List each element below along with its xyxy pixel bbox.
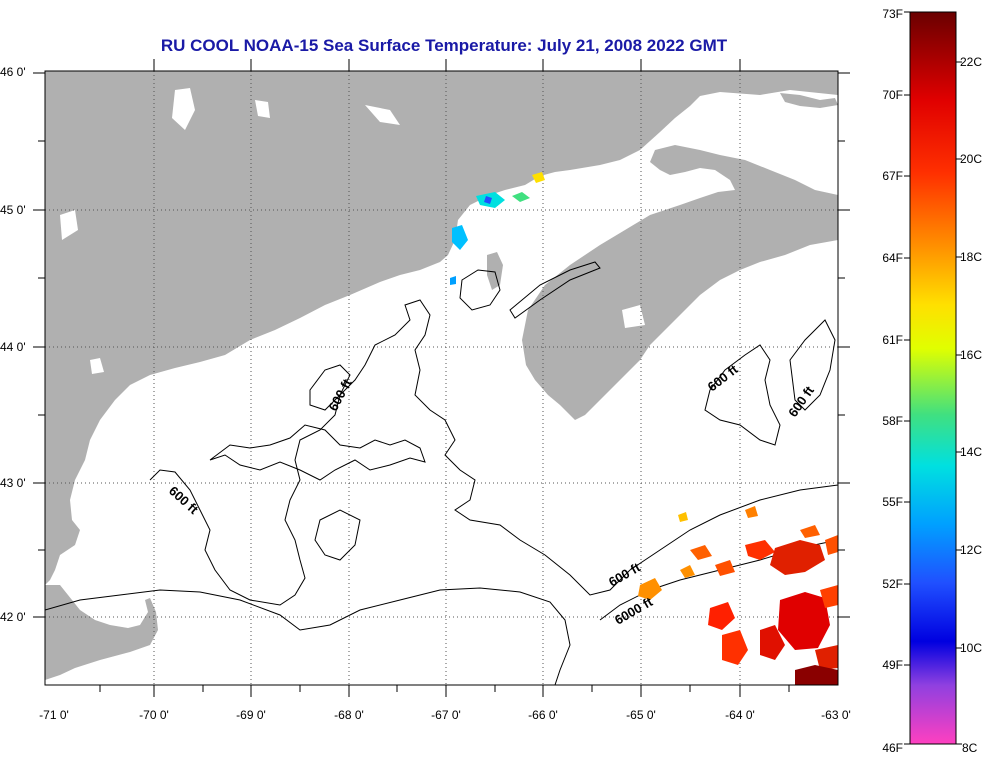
lon-label: -71 0' [39,708,69,722]
sst-patch-warm [825,535,838,555]
sst-patch-cool [450,276,456,285]
colorbar-c-label: 22C [960,55,982,69]
contour-600ft-fundy [509,261,601,319]
colorbar-gradient [909,11,957,745]
sst-patch-cool [452,225,468,250]
contour-600ft-jordan [314,509,361,561]
contour-600ft-georges [45,587,571,685]
lat-label: 46 0' [0,65,26,79]
sst-patch-warm [532,172,545,183]
sst-patch-warm [722,630,748,665]
lake [255,100,270,118]
lon-label: -69 0' [236,708,266,722]
lat-label: 45 0' [0,203,26,217]
colorbar-ticks [904,11,962,745]
map-title: RU COOL NOAA-15 Sea Surface Temperature:… [161,36,728,55]
sst-patch-warm [680,565,695,578]
contour-600ft-scotian-2 [789,319,836,411]
sst-patch-hot [795,665,838,685]
lon-label: -64 0' [725,708,755,722]
colorbar-f-label: 46F [882,741,903,755]
colorbar-c-label: 18C [960,250,982,264]
contour-600ft-island [459,269,501,311]
colorbar-f-label: 52F [882,577,903,591]
lake [365,105,400,125]
colorbar-f-label: 49F [882,658,903,672]
colorbar: 73F 70F 67F 64F 61F 58F 55F 52F 49F 46F … [882,7,982,755]
latitude-labels: 46 0' 45 0' 44 0' 43 0' 42 0' [0,65,26,624]
lat-label: 43 0' [0,476,26,490]
prince-edward-island [780,93,838,108]
sst-data-patches [450,172,838,685]
grand-manan-island [487,252,503,290]
sst-patch-cool [484,196,492,204]
colorbar-f-label: 61F [882,333,903,347]
lake [172,88,195,130]
sst-patch-warm [678,512,688,522]
contour-600ft-basin [309,364,351,411]
sst-patch-warm [690,545,712,560]
colorbar-f-label: 64F [882,251,903,265]
lake [60,210,78,240]
sst-patch-warm [715,560,735,576]
colorbar-c-label: 10C [960,641,982,655]
colorbar-c-label: 8C [962,741,978,755]
sst-patch-warm [745,540,775,560]
sst-patch-warm [745,506,758,518]
contour-600ft-scotian-1 [704,344,781,446]
colorbar-f-label: 70F [882,88,903,102]
colorbar-f-label: 73F [882,7,903,21]
sst-patch-warm [708,602,735,630]
cape-cod-landmass [45,585,158,680]
frame-ticks [33,59,850,697]
map-frame [44,70,839,686]
colorbar-f-label: 58F [882,414,903,428]
longitude-labels: -71 0' -70 0' -69 0' -68 0' -67 0' -66 0… [39,708,851,722]
lat-label: 42 0' [0,610,26,624]
sst-patch-warm [815,645,838,670]
sst-patch-warm [820,585,838,608]
lon-label: -67 0' [431,708,461,722]
colorbar-c-label: 12C [960,543,982,557]
lon-label: -66 0' [528,708,558,722]
lon-label: -63 0' [821,708,851,722]
graticule [45,71,838,685]
sst-patch-warm [770,540,825,575]
sst-patch-warm [800,525,820,538]
lake [622,305,645,328]
colorbar-f-label: 67F [882,169,903,183]
lon-label: -70 0' [139,708,169,722]
lat-label: 44 0' [0,340,26,354]
nova-scotia-landmass [522,145,838,420]
sst-patch-warm [778,592,830,650]
colorbar-f-label: 55F [882,495,903,509]
sst-patch-warm [760,625,785,660]
lake [90,358,104,374]
map-area [45,71,838,685]
colorbar-c-label: 14C [960,445,982,459]
lon-label: -65 0' [626,708,656,722]
bathymetry-contours [45,261,838,685]
sst-patch-cool [512,192,530,202]
colorbar-c-label: 16C [960,348,982,362]
contour-600ft-inner [209,424,426,481]
sst-patch-warm [638,578,662,600]
lon-label: -68 0' [334,708,364,722]
contour-600ft-gulf [149,299,838,606]
colorbar-c-label: 20C [960,152,982,166]
mainland-landmass [45,71,838,585]
